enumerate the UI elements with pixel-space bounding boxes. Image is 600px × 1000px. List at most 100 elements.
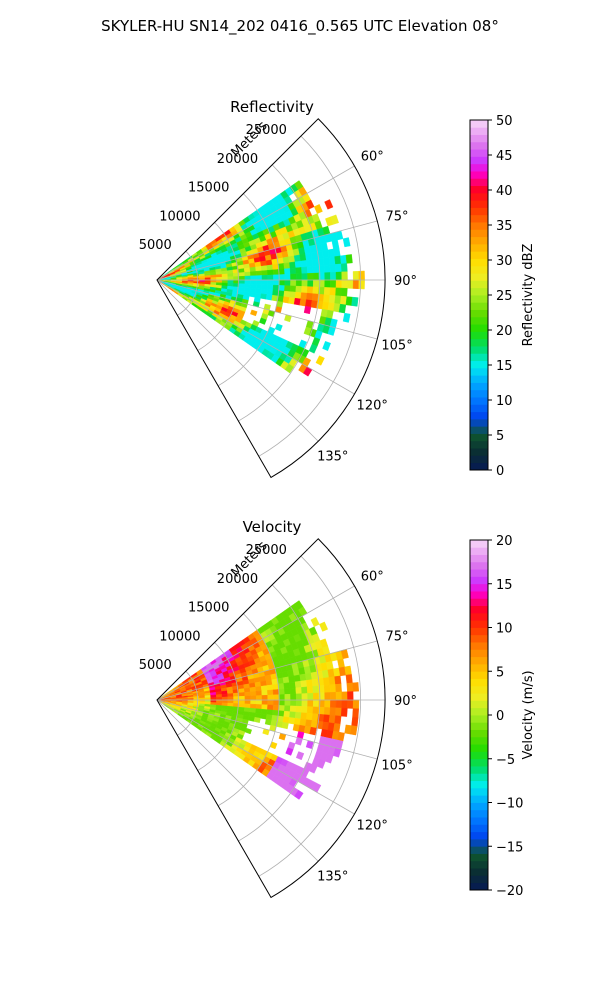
data-cell bbox=[260, 293, 268, 300]
colorbar-step bbox=[470, 440, 488, 449]
data-cell bbox=[272, 263, 279, 271]
colorbar-step bbox=[470, 389, 488, 398]
data-cell bbox=[306, 286, 314, 294]
panel-title: Reflectivity bbox=[230, 98, 314, 116]
data-cell bbox=[278, 694, 286, 701]
data-cell bbox=[256, 275, 263, 281]
colorbar-step bbox=[470, 663, 488, 672]
data-cell bbox=[260, 713, 268, 720]
data-cell bbox=[295, 285, 303, 293]
colorbar-step bbox=[470, 134, 488, 143]
data-cell bbox=[338, 303, 347, 314]
azimuth-tick-label: 135° bbox=[317, 450, 348, 465]
panel-title: Velocity bbox=[243, 518, 302, 536]
colorbar-step bbox=[470, 685, 488, 694]
colorbar-step bbox=[470, 346, 488, 354]
data-cell bbox=[312, 692, 320, 701]
data-cell bbox=[301, 266, 308, 274]
colorbar-tick-label: 15 bbox=[496, 578, 513, 593]
colorbar-step bbox=[470, 462, 488, 471]
colorbar-tick-label: 15 bbox=[496, 359, 513, 374]
data-cell bbox=[289, 261, 296, 269]
colorbar-step bbox=[470, 656, 488, 665]
data-cell bbox=[273, 694, 280, 701]
colorbar-step bbox=[470, 309, 488, 318]
data-cell bbox=[319, 621, 329, 632]
data-cell bbox=[345, 296, 353, 306]
data-cell bbox=[278, 699, 286, 706]
colorbar-step bbox=[470, 192, 488, 201]
colorbar-step bbox=[470, 649, 488, 658]
data-cell bbox=[335, 287, 342, 297]
range-ring bbox=[197, 642, 239, 771]
data-cell bbox=[250, 271, 257, 277]
data-cell bbox=[295, 687, 303, 695]
data-cell bbox=[333, 247, 341, 257]
colorbar-step bbox=[470, 207, 488, 216]
data-cell bbox=[351, 296, 359, 307]
data-cell bbox=[221, 699, 229, 704]
azimuth-spoke bbox=[156, 279, 355, 395]
colorbar-step bbox=[470, 397, 488, 405]
colorbar-step bbox=[470, 448, 488, 456]
data-cell bbox=[289, 711, 296, 719]
data-cell bbox=[284, 279, 291, 287]
data-cell bbox=[316, 759, 326, 769]
data-cell bbox=[273, 699, 280, 706]
data-cell bbox=[323, 684, 331, 693]
data-cell bbox=[340, 287, 348, 297]
data-cell bbox=[238, 688, 245, 694]
data-cell bbox=[331, 239, 340, 250]
data-cell bbox=[255, 686, 262, 692]
colorbar-step bbox=[470, 185, 488, 194]
data-cell bbox=[307, 272, 314, 281]
data-cell bbox=[261, 694, 268, 701]
colorbar-step bbox=[470, 795, 488, 803]
data-cell bbox=[301, 706, 308, 714]
data-cell bbox=[352, 708, 359, 718]
data-cell bbox=[312, 279, 320, 288]
azimuth-spoke bbox=[156, 220, 378, 281]
data-cell bbox=[272, 709, 279, 717]
data-cell bbox=[284, 285, 291, 292]
range-ring bbox=[217, 193, 280, 387]
colorbar-step bbox=[470, 214, 488, 223]
azimuth-tick-label: 135° bbox=[317, 870, 348, 885]
data-cell bbox=[273, 279, 280, 286]
sector-frame bbox=[156, 118, 386, 479]
colorbar-step bbox=[470, 324, 488, 332]
data-cell bbox=[328, 714, 336, 724]
colorbar-tick-label: 5 bbox=[496, 429, 504, 444]
data-cell bbox=[278, 705, 285, 712]
data-cell bbox=[295, 699, 303, 707]
data-cell bbox=[250, 283, 257, 289]
data-cell bbox=[278, 279, 286, 286]
colorbar-step bbox=[470, 612, 488, 621]
data-cell bbox=[325, 753, 334, 764]
colorbar-step bbox=[470, 236, 488, 245]
data-cell bbox=[261, 284, 268, 290]
data-cell bbox=[300, 712, 308, 720]
data-cell bbox=[323, 287, 331, 296]
data-cell bbox=[282, 296, 290, 304]
range-ring bbox=[177, 670, 199, 736]
data-cell bbox=[307, 699, 314, 708]
colorbar-step bbox=[470, 455, 488, 464]
range-tick-label: 15000 bbox=[188, 601, 229, 616]
data-cell bbox=[330, 271, 337, 281]
data-cell bbox=[301, 699, 308, 707]
colorbar-step bbox=[470, 700, 488, 709]
data-cell bbox=[256, 699, 263, 705]
data-cell bbox=[301, 693, 308, 701]
data-cell bbox=[306, 266, 314, 274]
data-cell bbox=[301, 273, 308, 281]
data-cell bbox=[335, 271, 343, 281]
range-tick-label: 15000 bbox=[188, 181, 229, 196]
data-cell bbox=[283, 682, 291, 690]
colorbar-step bbox=[470, 433, 488, 442]
data-cell bbox=[248, 716, 256, 722]
azimuth-tick-label: 90° bbox=[394, 274, 417, 289]
data-cell bbox=[221, 273, 228, 278]
range-tick-label: 20000 bbox=[217, 572, 258, 587]
data-cell bbox=[294, 711, 302, 720]
